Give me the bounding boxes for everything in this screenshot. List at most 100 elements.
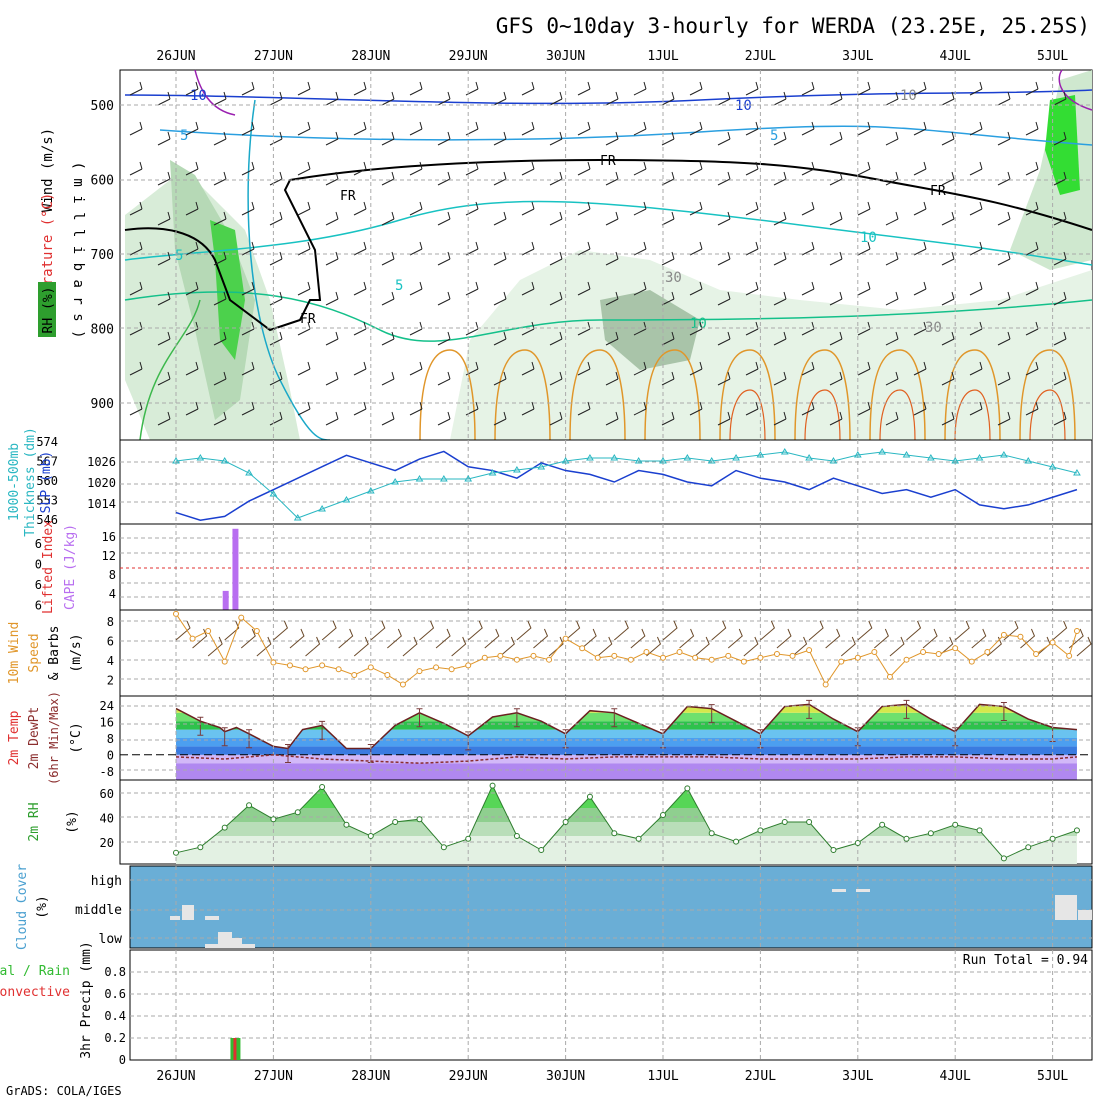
wind-marker — [286, 662, 293, 669]
temp-minmax-bar — [611, 708, 618, 728]
rh-marker — [684, 785, 691, 792]
wind-marker — [822, 681, 829, 688]
wind10-axis-label-1: 10m Wind — [7, 622, 22, 685]
contour-line — [1058, 69, 1093, 111]
temp-series-line — [175, 703, 1078, 750]
wind-marker — [627, 656, 634, 663]
contour-line — [247, 99, 331, 441]
wind-barb — [717, 131, 731, 146]
temp-minmax-bar — [285, 744, 292, 763]
wind-marker — [871, 649, 878, 656]
wind-barb — [969, 241, 983, 256]
date-label-top: 27JUN — [254, 49, 293, 64]
rh2m-axis-label: 2m RH — [27, 802, 42, 841]
wind-barb — [941, 251, 955, 266]
wind-barb — [773, 251, 787, 266]
temp-minmax-bar — [197, 716, 204, 736]
temp-tick-label: 16 — [100, 716, 114, 730]
wind-barb — [717, 371, 731, 386]
wind-barb — [829, 251, 843, 266]
wind10-barb — [370, 620, 386, 641]
slp-thickness-panel: 574 567 560 553 546 1026 1020 1014 1000-500mb T… — [7, 427, 1093, 537]
wind-barb — [633, 81, 647, 96]
rh-marker — [440, 844, 447, 851]
date-label-bottom: 27JUN — [254, 1069, 293, 1084]
wind-marker — [384, 671, 391, 678]
wind-barb — [857, 241, 871, 256]
wind-barb — [969, 201, 983, 216]
wind-marker — [740, 658, 747, 665]
thickness-marker — [293, 514, 302, 521]
wind-barb — [297, 121, 311, 136]
wind-barb — [857, 161, 871, 176]
wind10-panel: 8 6 4 2 10m Wind Speed & Barbs (m/s) — [7, 609, 1093, 697]
wind-barb — [661, 291, 675, 306]
wind10-barb — [825, 628, 841, 649]
wind-barb — [661, 371, 675, 386]
wind10-barb — [922, 628, 938, 649]
wind-barb — [269, 211, 283, 226]
wind-barb — [941, 91, 955, 106]
wind-marker — [562, 635, 569, 642]
wind-barb — [745, 401, 759, 416]
thickness-marker — [220, 457, 229, 464]
wind-barb — [437, 411, 451, 426]
wind-barb — [997, 171, 1011, 186]
wind10-barb — [874, 628, 889, 649]
date-label-bottom: 5JUL — [1037, 1069, 1068, 1084]
wind-barb — [213, 91, 227, 106]
wind-marker — [692, 654, 699, 661]
contour-label: 10 — [190, 88, 207, 104]
cloud-bar — [1078, 910, 1092, 920]
wind-barb — [913, 161, 927, 176]
wind10-barb — [694, 636, 710, 657]
rh-marker — [392, 819, 399, 825]
rh-marker — [1073, 827, 1080, 834]
wind-barb — [185, 361, 199, 376]
wind-barb — [1053, 371, 1067, 386]
wind-barb — [213, 291, 227, 306]
wind-marker — [189, 635, 196, 642]
pressure-tick-label: 500 — [91, 99, 114, 114]
temp-tick-label: 0 — [107, 749, 114, 763]
wind10-barb — [630, 628, 646, 649]
rh-band — [176, 836, 1077, 864]
wind-barb — [521, 361, 535, 376]
cape-tick-label: 8 — [109, 568, 116, 582]
wind-barb — [269, 291, 283, 306]
wind10-barb — [353, 636, 369, 657]
wind-barb — [801, 241, 815, 256]
contour-label: 10 — [735, 98, 752, 114]
wind10-barb — [321, 620, 337, 641]
wind-marker — [757, 654, 764, 661]
wind-barb — [157, 371, 171, 386]
wind-barb — [1025, 201, 1039, 216]
wind10-barb — [192, 628, 208, 649]
wind-barb — [661, 131, 675, 146]
contour-label: 10 — [690, 316, 707, 332]
wind-barb — [941, 171, 955, 186]
wind-barb — [913, 281, 927, 296]
wind-barb — [577, 81, 591, 96]
date-axis-top: 26JUN 27JUN 28JUN 29JUN 30JUN 1JUL 2JUL 3JUL 4JU… — [156, 49, 1068, 64]
wind-barb — [241, 161, 255, 176]
temperature-contour — [869, 349, 926, 441]
temperature-contour — [954, 389, 991, 441]
cloud-bar — [856, 889, 870, 892]
wind-barb — [1053, 331, 1067, 346]
thickness-marker — [707, 457, 716, 464]
wind-barb — [661, 251, 675, 266]
rh-marker — [562, 819, 569, 825]
wind-barb — [661, 91, 675, 106]
wind-barb — [353, 201, 367, 216]
wind-marker — [1073, 628, 1080, 635]
wind-barb — [829, 131, 843, 146]
temperature-contour — [569, 349, 626, 441]
wind-barb — [605, 291, 619, 306]
wind-barb — [773, 91, 787, 106]
wind-barb — [605, 411, 619, 426]
rh-marker — [197, 844, 204, 851]
wind-marker — [513, 656, 520, 663]
wind10-barb — [451, 636, 467, 657]
wind-barb — [997, 371, 1011, 386]
